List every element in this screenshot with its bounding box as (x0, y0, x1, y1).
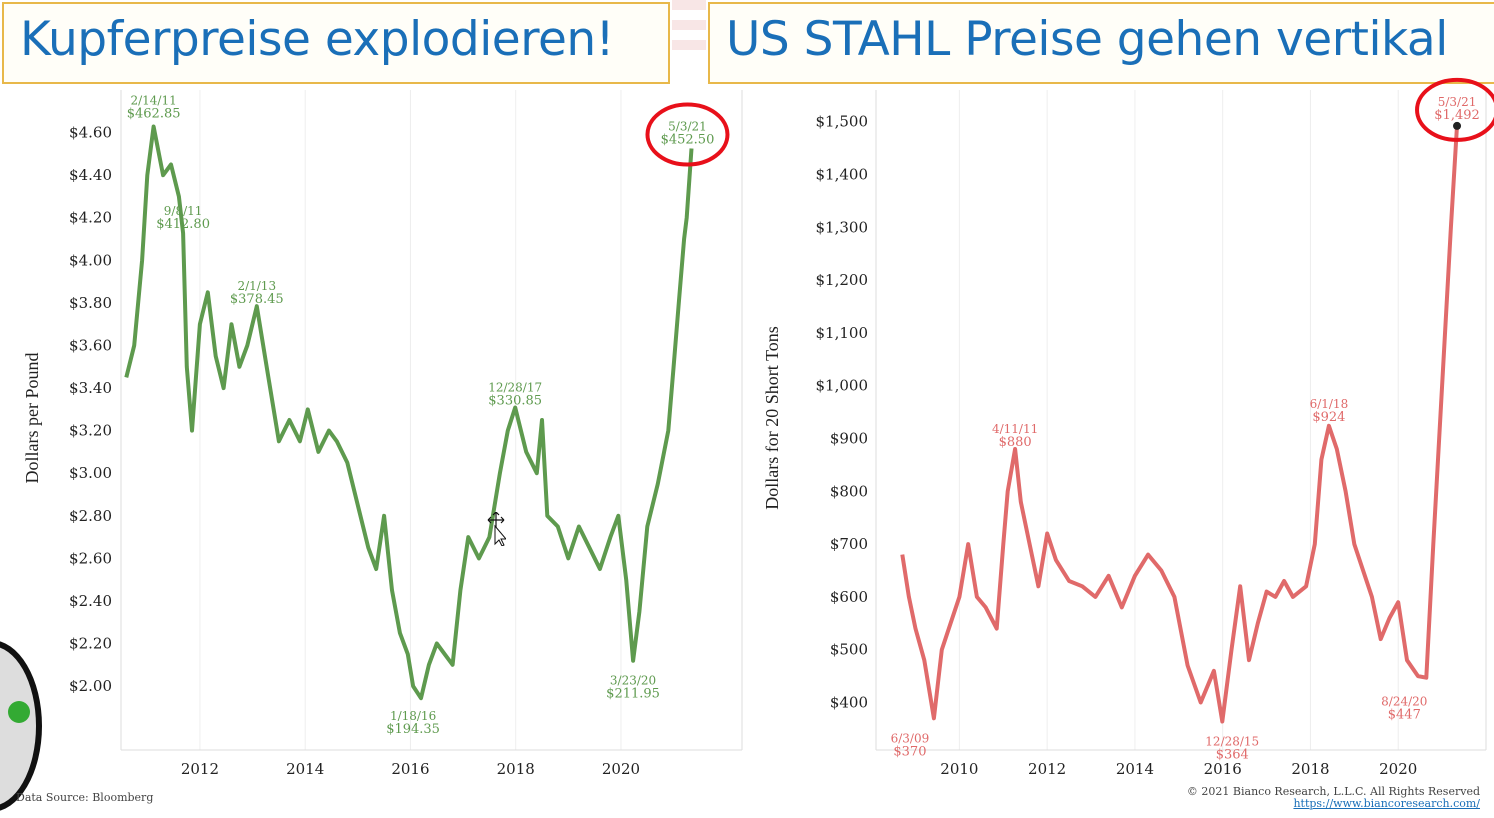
peak-marker (1453, 121, 1462, 130)
annotation-date: 2/1/13 (237, 279, 276, 293)
x-tick-label: 2014 (1116, 760, 1154, 778)
steel-title: US STAHL Preise gehen vertikal (726, 12, 1448, 67)
annotation-value: $452.50 (661, 133, 715, 148)
y-tick-label: $700 (830, 535, 868, 553)
y-tick-label: $2.60 (69, 549, 112, 567)
y-tick-label: $4.20 (69, 209, 112, 227)
annotation-date: 5/3/21 (668, 120, 707, 134)
x-tick-label: 2020 (602, 760, 640, 778)
annotation-date: 6/3/09 (891, 731, 930, 745)
annotation-date: 9/8/11 (164, 204, 203, 218)
y-tick-label: $600 (830, 588, 868, 606)
y-tick-label: $2.80 (69, 507, 112, 525)
y-tick-label: $4.00 (69, 251, 112, 269)
annotation-value: $924 (1312, 410, 1345, 425)
annotation-value: $364 (1216, 747, 1249, 762)
y-tick-label: $800 (830, 482, 868, 500)
y-tick-label: $1,000 (816, 377, 869, 395)
y-tick-label: $3.00 (69, 464, 112, 482)
y-tick-label: $2.00 (69, 677, 112, 695)
series-line (124, 124, 694, 701)
y-tick-label: $1,400 (816, 165, 869, 183)
annotation-value: $880 (999, 435, 1032, 450)
x-tick-label: 2016 (1204, 760, 1242, 778)
y-tick-label: $4.60 (69, 124, 112, 142)
y-tick-label: $1,500 (816, 113, 869, 131)
steel-price-chart: 2010 2012 2014 2016 2018 2020 $400 $500 $600 $700… (762, 77, 1494, 778)
annotation-date: 8/24/20 (1381, 695, 1427, 709)
annotation-value: $412.80 (156, 217, 210, 232)
copyright-note: © 2021 Bianco Research, L.L.C. All Right… (1186, 785, 1480, 798)
annotation-date: 12/28/17 (488, 381, 542, 395)
y-tick-label: $500 (830, 641, 868, 659)
x-tick-label: 2012 (1028, 760, 1066, 778)
copper-price-chart: 2012 2014 2016 2018 2020 $2.00 $2.20 $2.40 $2.60… (22, 90, 743, 778)
annotation-date: 4/11/11 (992, 422, 1038, 436)
annotation-value: $330.85 (488, 394, 542, 409)
annotation-date: 2/14/11 (130, 94, 176, 108)
copper-title-box: Kupferpreise explodieren! (2, 2, 670, 84)
x-tick-label: 2012 (181, 760, 219, 778)
y-tick-label: $900 (830, 429, 868, 447)
annotation-value: $462.85 (127, 107, 181, 122)
x-tick-label: 2020 (1379, 760, 1417, 778)
annotation-value: $370 (893, 744, 926, 759)
mouse-cursor-icon (487, 512, 506, 546)
highlight-circle (645, 102, 730, 167)
annotation-value: $1,492 (1434, 108, 1480, 123)
copper-title: Kupferpreise explodieren! (20, 12, 615, 67)
x-tick-label: 2018 (497, 760, 535, 778)
y-tick-label: $3.60 (69, 336, 112, 354)
y-tick-label: $2.40 (69, 592, 112, 610)
x-tick-label: 2016 (391, 760, 429, 778)
y-axis-label: Dollars per Pound (22, 353, 42, 484)
source-url-link[interactable]: https://www.biancoresearch.com/ (1293, 797, 1480, 810)
y-tick-label: $4.40 (69, 166, 112, 184)
y-axis-label: Dollars for 20 Short Tons (762, 326, 782, 509)
y-tick-label: $3.20 (69, 422, 112, 440)
annotation-value: $194.35 (386, 722, 440, 737)
highlight-circle (1415, 77, 1494, 142)
y-tick-label: $2.20 (69, 635, 112, 653)
annotation-date: 3/23/20 (610, 674, 656, 688)
annotation-date: 5/3/21 (1438, 95, 1477, 109)
annotation-date: 1/18/16 (390, 709, 436, 723)
y-tick-label: $1,100 (816, 324, 869, 342)
x-tick-label: 2010 (940, 760, 978, 778)
y-tick-label: $1,200 (816, 271, 869, 289)
series-line (900, 125, 1459, 724)
annotation-date: 6/1/18 (1310, 397, 1349, 411)
y-tick-label: $1,300 (816, 218, 869, 236)
annotation-value: $211.95 (606, 687, 660, 702)
y-tick-label: $3.80 (69, 294, 112, 312)
annotation-value: $378.45 (230, 292, 284, 307)
y-tick-label: $400 (830, 693, 868, 711)
annotation-date: 12/28/15 (1205, 734, 1259, 748)
annotation-value: $447 (1388, 708, 1421, 723)
data-source-note: Data Source: Bloomberg (16, 791, 154, 804)
y-tick-label: $3.40 (69, 379, 112, 397)
x-tick-label: 2014 (286, 760, 324, 778)
background-decoration (672, 0, 706, 50)
steel-title-box: US STAHL Preise gehen vertikal (708, 2, 1494, 84)
x-tick-label: 2018 (1291, 760, 1329, 778)
